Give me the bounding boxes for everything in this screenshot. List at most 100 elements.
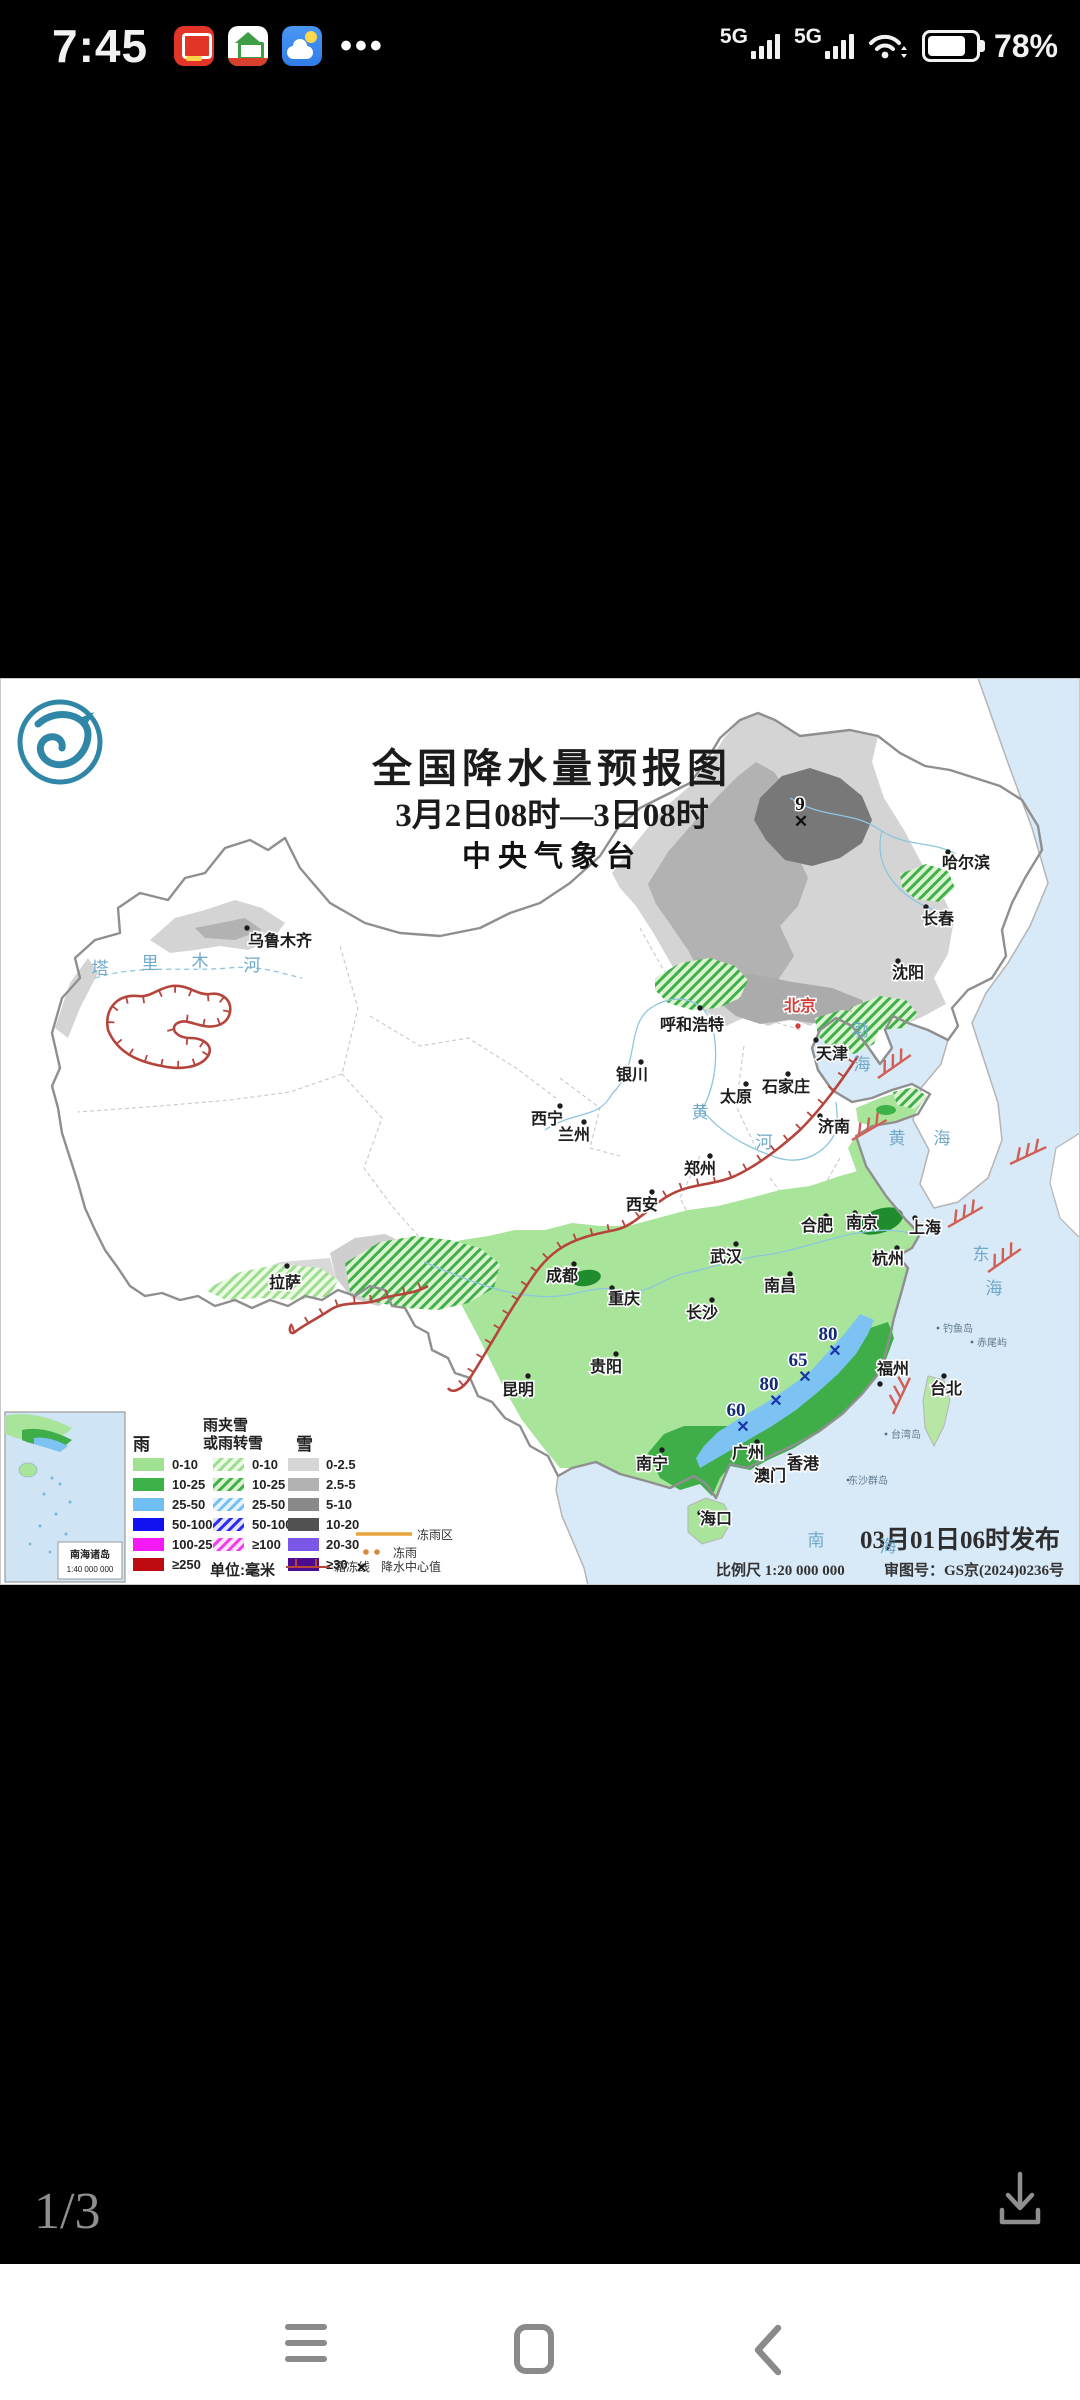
- svg-text:济南: 济南: [818, 1117, 850, 1136]
- wind-barbs: [851, 1048, 1047, 1415]
- battery-percent: 78%: [993, 27, 1058, 64]
- svg-text:50-100: 50-100: [252, 1517, 292, 1532]
- svg-text:渤: 渤: [852, 1021, 869, 1040]
- svg-text:65: 65: [789, 1350, 808, 1371]
- svg-text:海: 海: [986, 1279, 1003, 1298]
- svg-text:长春: 长春: [922, 909, 955, 928]
- publish-time: 03月01日06时发布: [860, 1525, 1060, 1554]
- svg-text:香港: 香港: [786, 1454, 820, 1473]
- svg-text:重庆: 重庆: [608, 1289, 640, 1308]
- svg-text:台北: 台北: [930, 1379, 962, 1398]
- svg-text:25-50: 25-50: [172, 1497, 205, 1512]
- notification-icons: [174, 26, 323, 66]
- svg-text:冻雨: 冻雨: [393, 1545, 417, 1560]
- svg-text:河: 河: [244, 956, 261, 975]
- navigation-bar: [0, 2264, 1080, 2400]
- sea-labels: 渤海黄 海东海南 海黄河塔里木河钓鱼岛赤尾屿台湾岛东沙群岛: [92, 952, 1008, 1556]
- heavy-rain-band: [571, 1207, 904, 1496]
- svg-text:石家庄: 石家庄: [761, 1077, 810, 1096]
- svg-text:100-250: 100-250: [172, 1537, 220, 1552]
- wifi-icon: [868, 30, 908, 62]
- svg-text:霜冻线: 霜冻线: [334, 1559, 370, 1574]
- menu-button[interactable]: [285, 2324, 327, 2372]
- china-border: [50, 711, 1044, 1500]
- weather-app-icon: [282, 26, 323, 66]
- svg-text:呼和浩特: 呼和浩特: [660, 1015, 724, 1034]
- precip-center-values: 60✕80✕65✕80✕9✕: [725, 793, 842, 1437]
- home-button[interactable]: [514, 2324, 554, 2374]
- svg-text:南昌: 南昌: [764, 1276, 796, 1295]
- signal-icon-sim1: 5G: [720, 25, 780, 59]
- svg-text:成都: 成都: [546, 1266, 578, 1285]
- home-ai-app-icon: [228, 26, 269, 66]
- svg-text:≥250: ≥250: [172, 1557, 201, 1572]
- download-button[interactable]: [994, 2168, 1046, 2228]
- svg-text:贵阳: 贵阳: [590, 1357, 622, 1376]
- map-agency: 中央气象台: [462, 839, 642, 873]
- svg-text:50-100: 50-100: [172, 1517, 212, 1532]
- svg-text:太原: 太原: [719, 1087, 752, 1106]
- svg-text:兰州: 兰州: [558, 1125, 590, 1144]
- svg-text:福州: 福州: [876, 1359, 909, 1378]
- svg-text:≥30: ≥30: [326, 1557, 348, 1572]
- svg-text:海口: 海口: [700, 1509, 732, 1528]
- svg-text:60: 60: [727, 1400, 746, 1421]
- svg-text:0-10: 0-10: [172, 1457, 198, 1472]
- city-labels: 乌鲁木齐拉萨西宁兰州银川呼和浩特北京天津石家庄太原济南郑州西安成都重庆贵阳昆明南…: [244, 849, 992, 1530]
- svg-text:✕: ✕: [794, 812, 808, 831]
- svg-text:赤尾屿: 赤尾屿: [977, 1337, 1007, 1349]
- svg-text:木: 木: [192, 952, 209, 971]
- map-title: 全国降水量预报图: [371, 746, 732, 791]
- svg-text:25-50: 25-50: [252, 1497, 285, 1512]
- svg-text:海: 海: [880, 1537, 897, 1556]
- svg-text:西安: 西安: [626, 1195, 658, 1214]
- svg-text:80: 80: [819, 1324, 838, 1345]
- svg-text:塔: 塔: [92, 959, 109, 978]
- approval-number: 审图号：GS京(2024)0236号: [884, 1561, 1064, 1579]
- svg-text:海: 海: [854, 1055, 871, 1074]
- svg-text:东沙群岛: 东沙群岛: [848, 1474, 888, 1487]
- svg-text:0-2.5: 0-2.5: [326, 1457, 356, 1472]
- svg-text:东: 东: [973, 1245, 990, 1264]
- svg-text:雨夹雪: 雨夹雪: [203, 1416, 248, 1434]
- svg-text:或雨转雪: 或雨转雪: [203, 1434, 263, 1452]
- svg-text:雨: 雨: [133, 1435, 150, 1454]
- svg-text:沈阳: 沈阳: [892, 963, 924, 982]
- weather-map-image[interactable]: 全国降水量预报图 3月2日08时—3日08时 中央气象台 雨 雨夹雪 或雨转雪 雪 0-…: [0, 678, 1080, 1585]
- svg-text:✕: ✕: [769, 1393, 782, 1410]
- svg-text:南: 南: [808, 1531, 825, 1550]
- svg-text:10-25: 10-25: [252, 1477, 285, 1492]
- svg-text:里: 里: [142, 954, 159, 973]
- battery-icon: [921, 30, 985, 62]
- svg-text:台湾岛: 台湾岛: [891, 1428, 921, 1441]
- svg-text:✕: ✕: [828, 1343, 841, 1360]
- svg-text:上海: 上海: [909, 1218, 941, 1237]
- freezing-rain-dot: [374, 1549, 380, 1555]
- back-button[interactable]: [750, 2320, 784, 2380]
- svg-text:雪: 雪: [296, 1435, 313, 1454]
- svg-text:拉萨: 拉萨: [269, 1273, 301, 1292]
- status-bar: 7:45 ••• 5G 5G: [0, 0, 1080, 92]
- red-app-icon: [174, 26, 215, 66]
- svg-text:冻雨区: 冻雨区: [417, 1527, 453, 1542]
- japan-island: [1049, 1132, 1080, 1239]
- svg-text:5-10: 5-10: [326, 1497, 352, 1512]
- svg-text:河: 河: [756, 1133, 773, 1152]
- svg-text:南京: 南京: [846, 1213, 878, 1232]
- cma-logo: [17, 699, 103, 785]
- snow-areas: [55, 713, 954, 1306]
- svg-text:长沙: 长沙: [686, 1303, 718, 1322]
- svg-text:天津: 天津: [816, 1045, 848, 1063]
- svg-text:✕: ✕: [736, 1419, 749, 1436]
- svg-text:2.5-5: 2.5-5: [326, 1477, 356, 1492]
- svg-text:9: 9: [795, 794, 805, 815]
- svg-text:澳门: 澳门: [754, 1466, 786, 1485]
- x-mark-symbol: ✕: [356, 1560, 367, 1575]
- south-china-sea-inset: 南海诸岛 1:40 000 000: [4, 1411, 126, 1583]
- svg-text:✕: ✕: [798, 1369, 811, 1386]
- svg-text:降水中心值: 降水中心值: [381, 1559, 441, 1574]
- more-notifications-icon: •••: [340, 26, 385, 65]
- svg-text:黄: 黄: [889, 1129, 906, 1148]
- svg-text:20-30: 20-30: [326, 1537, 359, 1552]
